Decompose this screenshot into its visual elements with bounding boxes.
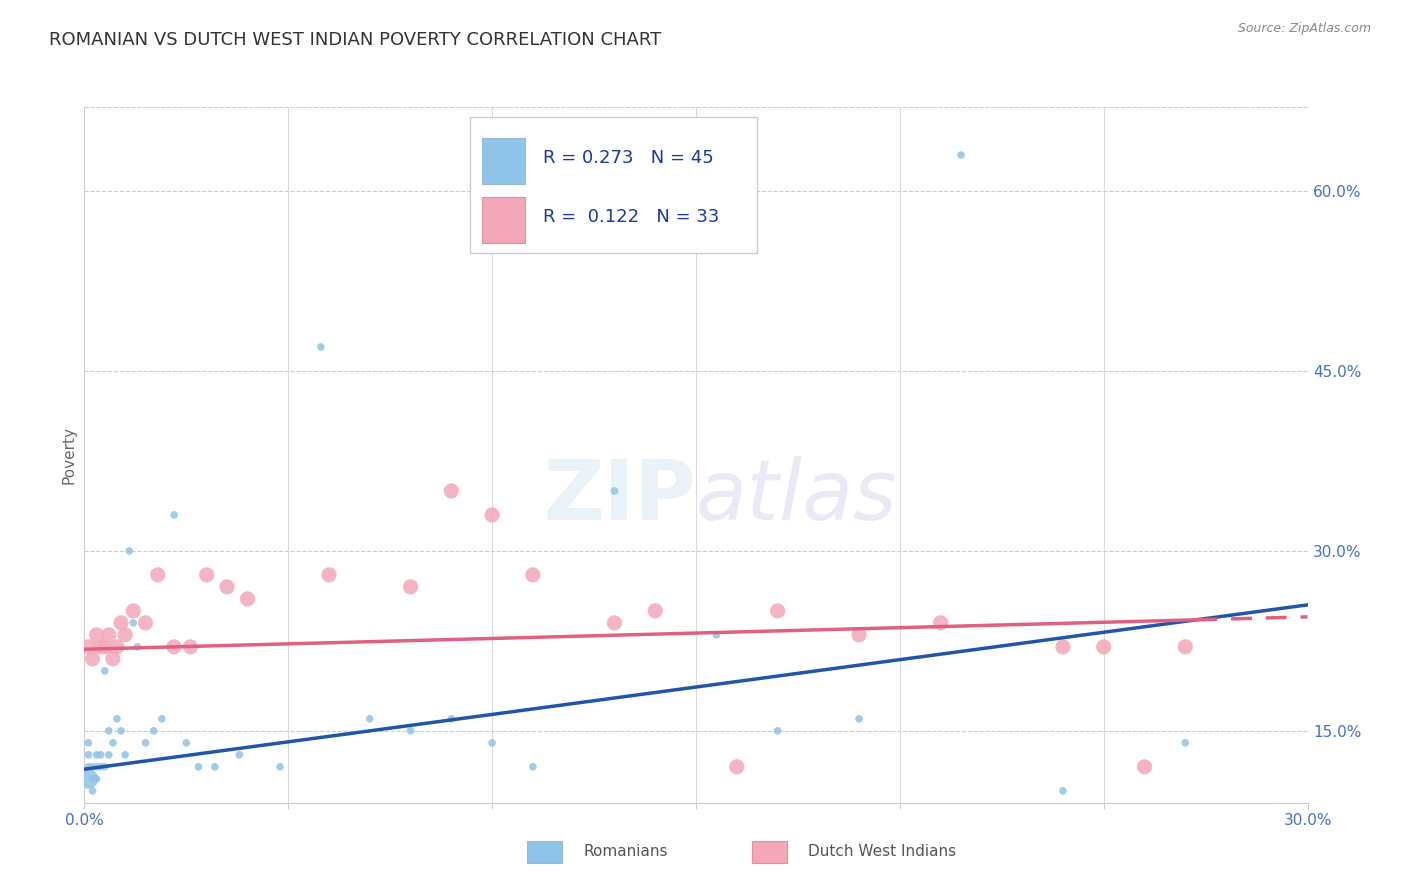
Text: R = 0.273   N = 45: R = 0.273 N = 45 <box>543 149 714 167</box>
Point <box>86 747 108 762</box>
Point <box>122 604 145 618</box>
Point <box>86 760 108 774</box>
Point <box>93 760 117 774</box>
Point <box>114 628 136 642</box>
Point <box>644 604 666 618</box>
Point <box>146 567 169 582</box>
Point <box>1174 736 1197 750</box>
Point <box>127 640 149 654</box>
Point <box>90 760 112 774</box>
Point <box>929 615 952 630</box>
Point <box>114 747 136 762</box>
Point <box>163 640 186 654</box>
Point <box>122 615 145 630</box>
Point <box>93 640 117 654</box>
Point <box>204 760 226 774</box>
Y-axis label: Poverty: Poverty <box>60 425 76 484</box>
Point <box>110 723 132 738</box>
Text: R =  0.122   N = 33: R = 0.122 N = 33 <box>543 208 720 226</box>
Point <box>1174 640 1197 654</box>
Point <box>481 508 503 522</box>
Point <box>86 628 108 642</box>
Point <box>97 723 120 738</box>
Point <box>848 628 870 642</box>
Point <box>82 772 104 786</box>
Point <box>118 544 141 558</box>
Point <box>179 640 201 654</box>
Point <box>1052 640 1074 654</box>
Point <box>135 615 157 630</box>
Point <box>77 640 100 654</box>
Point <box>766 723 789 738</box>
Point <box>101 652 124 666</box>
Point <box>77 747 100 762</box>
Bar <box>482 197 524 243</box>
Point <box>1052 784 1074 798</box>
Point <box>93 664 117 678</box>
Text: ZIP: ZIP <box>544 456 696 537</box>
Point <box>105 712 128 726</box>
Point <box>163 508 186 522</box>
Point <box>603 483 626 498</box>
Point <box>82 784 104 798</box>
Point <box>90 640 112 654</box>
Point <box>77 772 100 786</box>
Point <box>399 580 422 594</box>
Point <box>603 615 626 630</box>
Point <box>142 723 165 738</box>
Point <box>86 772 108 786</box>
Point <box>950 148 973 162</box>
Point <box>77 736 100 750</box>
Point <box>725 760 748 774</box>
Point <box>440 712 463 726</box>
Text: Dutch West Indians: Dutch West Indians <box>808 845 956 859</box>
Text: Source: ZipAtlas.com: Source: ZipAtlas.com <box>1237 22 1371 36</box>
Point <box>1133 760 1156 774</box>
Point <box>195 567 218 582</box>
Point <box>1092 640 1115 654</box>
Point <box>135 736 157 750</box>
Point <box>481 736 503 750</box>
Point <box>440 483 463 498</box>
Point <box>82 652 104 666</box>
Point <box>150 712 173 726</box>
Point <box>217 580 239 594</box>
Text: ROMANIAN VS DUTCH WEST INDIAN POVERTY CORRELATION CHART: ROMANIAN VS DUTCH WEST INDIAN POVERTY CO… <box>49 31 661 49</box>
Point <box>101 736 124 750</box>
Point <box>318 567 340 582</box>
Point <box>706 628 728 642</box>
Point <box>97 628 120 642</box>
Text: atlas: atlas <box>696 456 897 537</box>
Point <box>82 760 104 774</box>
Point <box>766 604 789 618</box>
Point <box>110 615 132 630</box>
Point <box>848 712 870 726</box>
Point <box>522 567 544 582</box>
Bar <box>482 138 524 184</box>
Point <box>90 747 112 762</box>
Point <box>309 340 332 354</box>
Point <box>97 747 120 762</box>
Point <box>105 640 128 654</box>
Point <box>77 760 100 774</box>
Point <box>187 760 209 774</box>
FancyBboxPatch shape <box>470 118 758 253</box>
Point <box>176 736 198 750</box>
Point <box>269 760 291 774</box>
Point <box>236 591 259 606</box>
Point <box>228 747 250 762</box>
Point <box>399 723 422 738</box>
Text: Romanians: Romanians <box>583 845 668 859</box>
Point <box>522 760 544 774</box>
Point <box>359 712 381 726</box>
